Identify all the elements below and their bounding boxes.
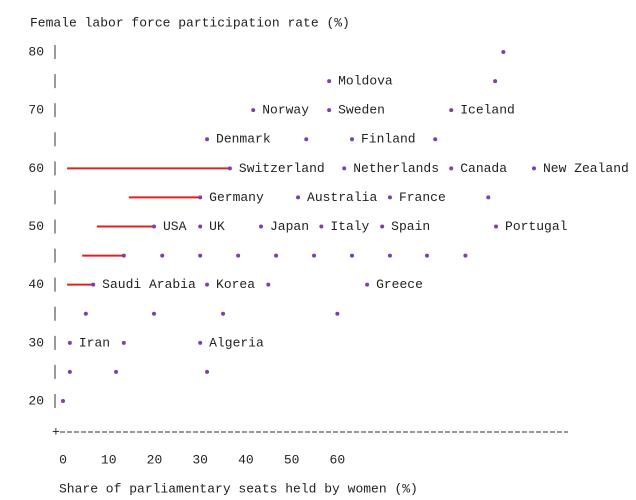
y-tick-label: 50: [28, 219, 44, 234]
point-label: Greece: [376, 277, 423, 292]
point: [319, 224, 324, 229]
point: [251, 108, 256, 113]
point: [151, 311, 156, 316]
point-label: Switzerland: [239, 161, 325, 176]
point-label: Iceland: [460, 103, 515, 118]
point: [501, 50, 506, 54]
point-label: France: [399, 190, 446, 205]
point-label: Moldova: [338, 74, 393, 89]
point-label: UK: [209, 219, 225, 234]
point: [258, 224, 263, 229]
point-label: Australia: [307, 190, 377, 205]
point: [198, 253, 203, 258]
point: [114, 369, 119, 374]
y-tick-label: 40: [28, 277, 44, 292]
point: [531, 166, 536, 171]
point: [449, 108, 454, 113]
point: [121, 340, 126, 345]
x-axis-label: Share of parliamentary seats held by wom…: [59, 481, 418, 496]
point: [493, 79, 498, 84]
point: [327, 108, 332, 113]
point: [327, 79, 332, 84]
x-tick-label: 50: [284, 452, 300, 467]
point: [205, 369, 210, 374]
point-label: Italy: [330, 219, 369, 234]
point: [296, 195, 301, 200]
point: [380, 224, 385, 229]
point: [221, 311, 226, 316]
y-tick-label: 70: [28, 103, 44, 118]
point-label: Finland: [361, 132, 416, 147]
point-label: Sweden: [338, 103, 385, 118]
y-tick-label: 30: [28, 335, 44, 350]
point: [304, 137, 309, 142]
point-label: Japan: [270, 219, 309, 234]
point: [387, 195, 392, 200]
axis-corner: +: [52, 424, 60, 439]
point-label: Netherlands: [353, 161, 439, 176]
point: [463, 253, 468, 258]
point: [160, 253, 165, 258]
point: [227, 166, 232, 171]
point: [365, 282, 370, 287]
point: [433, 137, 438, 142]
point: [121, 253, 126, 258]
point: [151, 224, 156, 229]
x-tick-label: 20: [147, 452, 163, 467]
point: [349, 253, 354, 258]
point: [67, 369, 72, 374]
point: [61, 399, 65, 403]
y-tick-label: 80: [28, 44, 44, 59]
point: [335, 311, 340, 316]
x-tick-label: 60: [330, 452, 346, 467]
x-tick-label: 40: [238, 452, 254, 467]
point-label: Algeria: [209, 335, 264, 350]
point: [83, 311, 88, 316]
x-tick-label: 0: [59, 452, 67, 467]
point-label: Denmark: [216, 132, 271, 147]
point: [205, 282, 210, 287]
point: [198, 195, 203, 200]
point: [198, 224, 203, 229]
point: [424, 253, 429, 258]
x-tick-label: 30: [192, 452, 208, 467]
point: [91, 282, 96, 287]
point: [67, 340, 72, 345]
point: [494, 224, 499, 229]
point: [449, 166, 454, 171]
point-label: Canada: [460, 161, 507, 176]
point: [387, 253, 392, 258]
point: [236, 253, 241, 258]
point: [312, 253, 317, 258]
chart-title: Female labor force participation rate (%…: [30, 15, 350, 30]
point-label: Norway: [262, 103, 309, 118]
point: [205, 137, 210, 142]
point-label: USA: [163, 219, 187, 234]
point-label: Iran: [79, 335, 110, 350]
point: [274, 253, 279, 258]
point: [198, 340, 203, 345]
x-tick-label: 10: [101, 452, 117, 467]
point-label: Portugal: [505, 219, 568, 234]
point: [486, 195, 491, 200]
point-label: Saudi Arabia: [102, 277, 196, 292]
point: [349, 137, 354, 142]
point: [342, 166, 347, 171]
point-label: Spain: [391, 219, 430, 234]
point-label: Korea: [216, 277, 255, 292]
y-tick-label: 20: [28, 393, 44, 408]
point-label: New Zealand: [543, 161, 629, 176]
point-label: Germany: [209, 190, 264, 205]
y-tick-label: 60: [28, 161, 44, 176]
point: [266, 282, 271, 287]
